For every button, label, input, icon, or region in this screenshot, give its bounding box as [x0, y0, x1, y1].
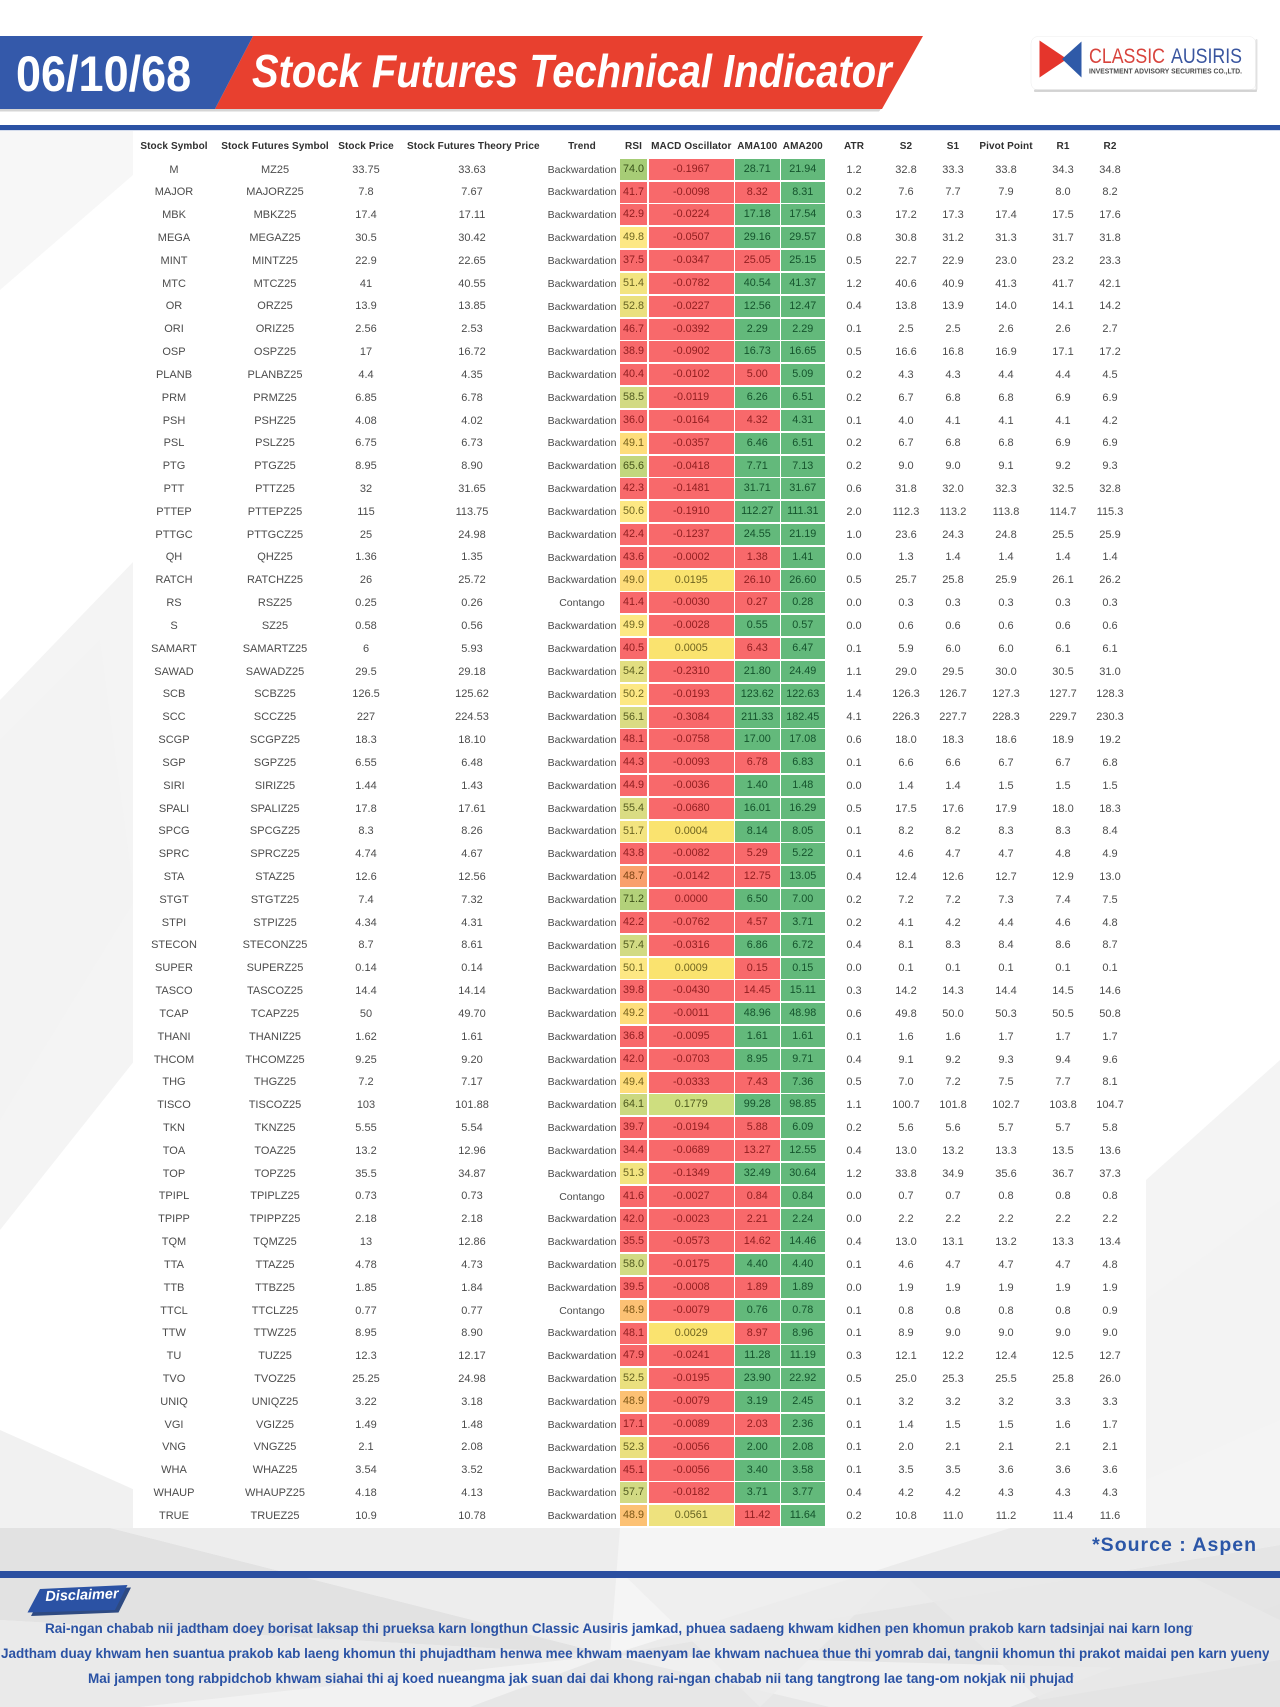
svg-text:AUSIRIS: AUSIRIS	[1171, 45, 1242, 68]
svg-text:INVESTMENT ADVISORY SECURITIES: INVESTMENT ADVISORY SECURITIES CO.,LTD.	[1089, 69, 1242, 76]
svg-text:CLASSIC: CLASSIC	[1089, 45, 1165, 68]
